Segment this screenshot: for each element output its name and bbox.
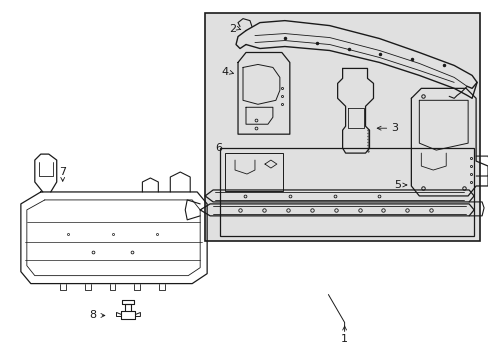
Text: 7: 7 [59,167,66,177]
Bar [224,153,282,191]
Text: 5: 5 [394,180,401,190]
Text: 6: 6 [215,143,222,153]
Bar [204,13,479,241]
Text: 1: 1 [341,334,347,345]
Text: 2: 2 [228,24,236,33]
Bar [220,148,473,236]
Text: 8: 8 [89,310,96,320]
Text: 3: 3 [390,123,398,133]
Text: 4: 4 [221,67,227,77]
